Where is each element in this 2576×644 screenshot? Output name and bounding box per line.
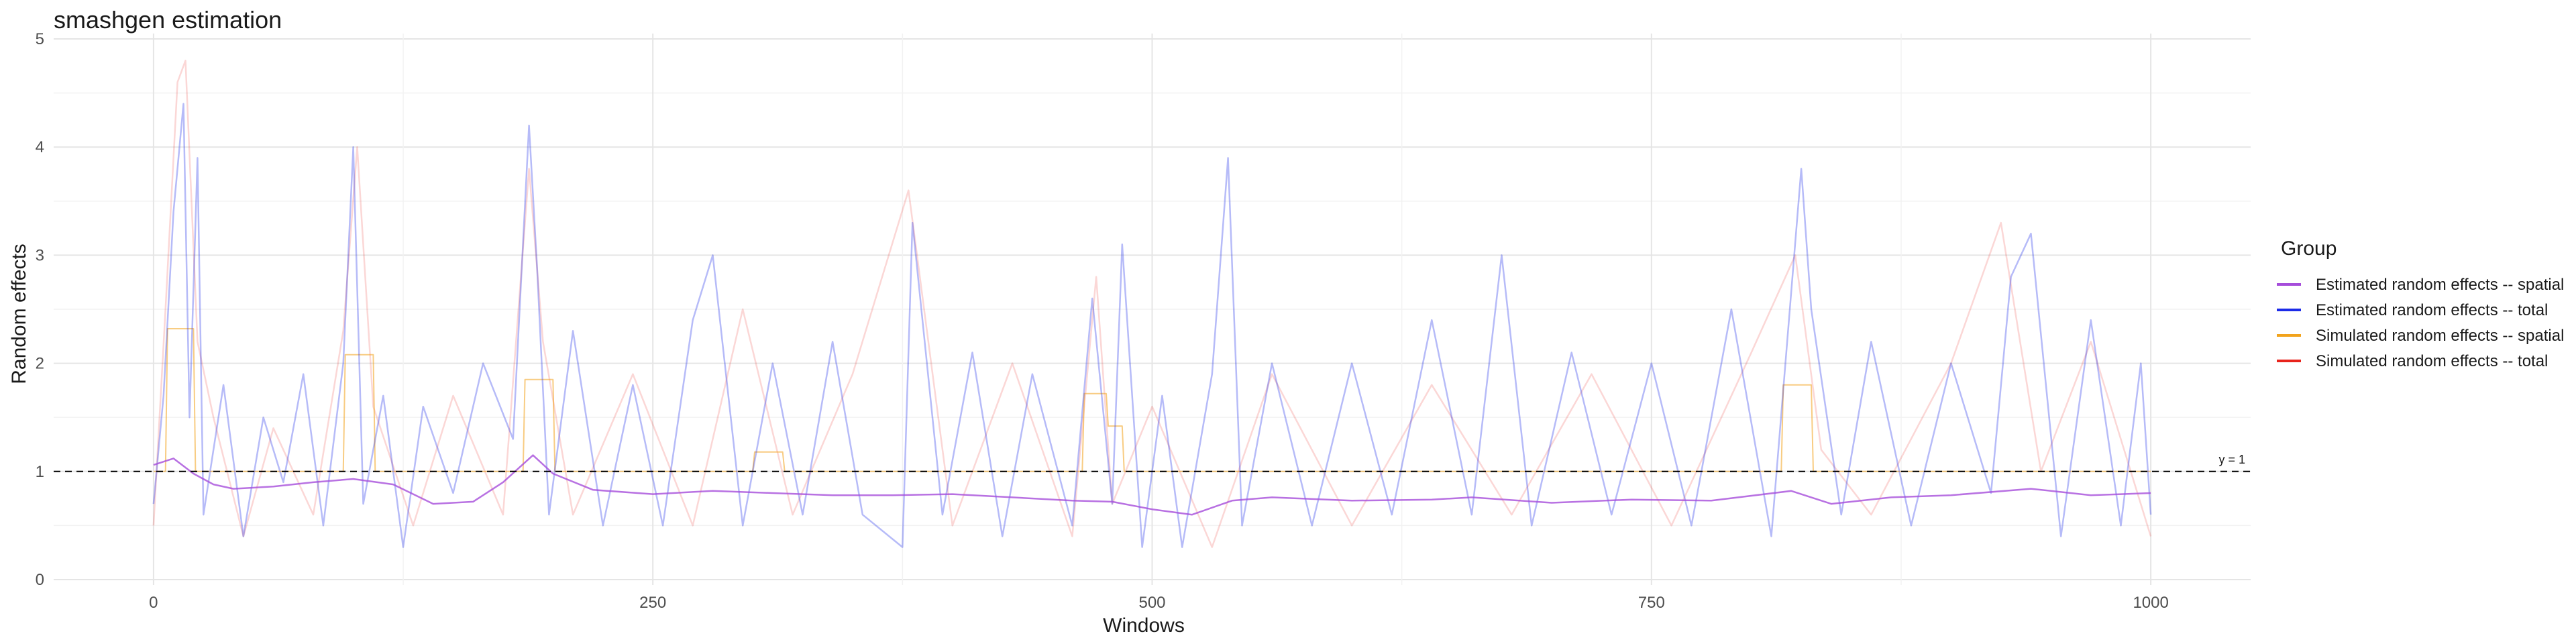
- legend-title: Group: [2281, 237, 2337, 260]
- legend: Group Estimated random effects -- spatia…: [2277, 237, 2564, 370]
- y-tick-label: 1: [36, 463, 44, 481]
- y-axis-label: Random effects: [8, 244, 30, 384]
- x-tick-label: 500: [1138, 594, 1165, 612]
- grid: [54, 34, 2251, 585]
- series-line-2: [153, 328, 2151, 472]
- y-tick-label: 4: [36, 138, 44, 156]
- reference-line-group: y = 1: [54, 453, 2251, 472]
- y-ticks: 0 1 2 3 4 5: [36, 30, 44, 589]
- y-tick-label: 3: [36, 246, 44, 264]
- series-line-0: [153, 454, 2151, 516]
- y-tick-label: 2: [36, 355, 44, 373]
- legend-label-1: Estimated random effects -- total: [2316, 301, 2548, 319]
- y-tick-label: 5: [36, 30, 44, 48]
- x-tick-label: 750: [1638, 594, 1665, 612]
- legend-label-3: Simulated random effects -- total: [2316, 352, 2548, 370]
- y-tick-label: 0: [36, 571, 44, 589]
- x-axis-label: Windows: [1103, 614, 1185, 637]
- legend-label-2: Simulated random effects -- spatial: [2316, 327, 2564, 345]
- x-tick-label: 1000: [2133, 594, 2168, 612]
- x-tick-label: 250: [639, 594, 666, 612]
- reference-line-label: y = 1: [2218, 453, 2245, 466]
- chart-title: smashgen estimation: [54, 6, 282, 34]
- series-line-1: [152, 103, 2152, 548]
- x-ticks: 0 250 500 750 1000: [149, 594, 2169, 612]
- legend-label-0: Estimated random effects -- spatial: [2316, 276, 2564, 294]
- x-tick-label: 0: [149, 594, 158, 612]
